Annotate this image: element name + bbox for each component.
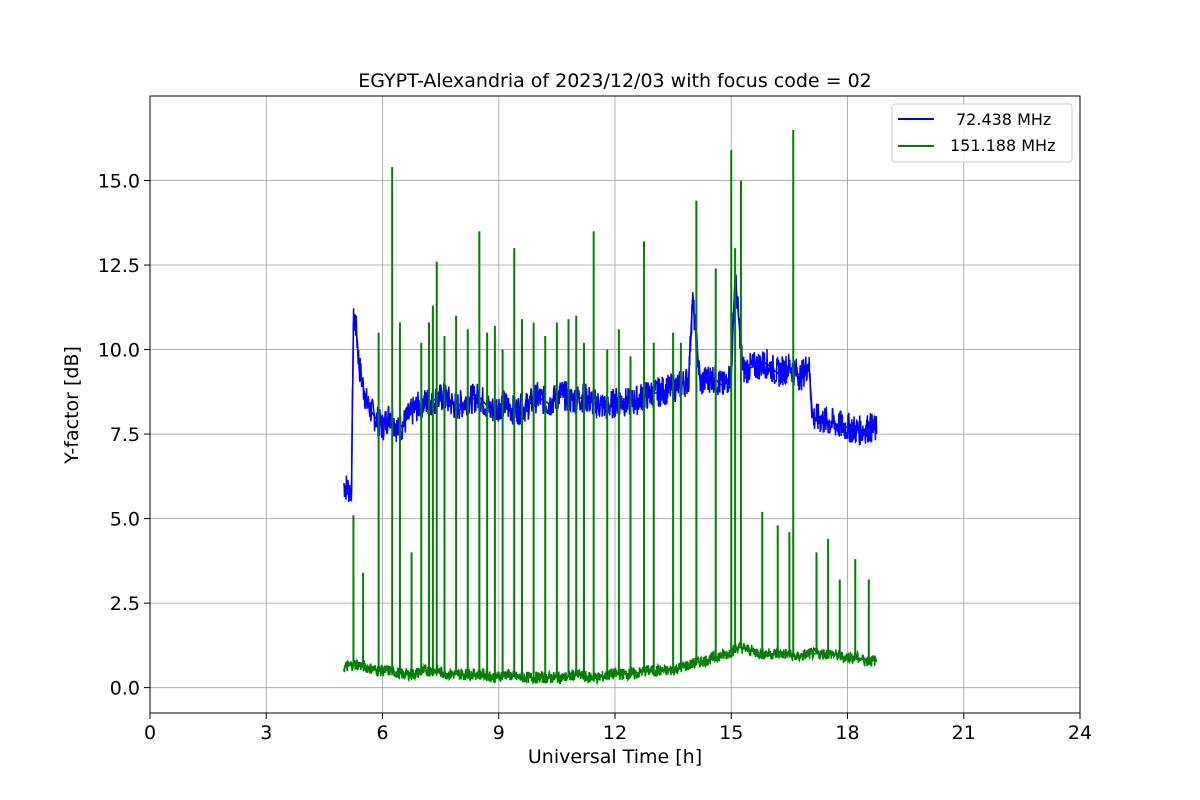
series-layer bbox=[343, 129, 878, 686]
x-tick-label: 9 bbox=[493, 722, 505, 744]
y-tick-label: 2.5 bbox=[110, 593, 140, 615]
legend-label-151-mhz: 151.188 MHz bbox=[950, 136, 1055, 155]
series-1 bbox=[343, 129, 878, 686]
x-tick-label: 21 bbox=[952, 722, 976, 744]
legend: 72.438 MHz 151.188 MHz bbox=[891, 103, 1073, 163]
y-axis: 0.0 2.5 5.0 7.5 10.0 12.5 15.0 bbox=[98, 171, 150, 700]
y-tick-label: 12.5 bbox=[98, 255, 140, 277]
chart-title: EGYPT-Alexandria of 2023/12/03 with focu… bbox=[358, 70, 872, 92]
series-line bbox=[343, 275, 877, 494]
x-tick-label: 24 bbox=[1068, 722, 1092, 744]
x-tick-label: 12 bbox=[603, 722, 627, 744]
x-tick-label: 0 bbox=[144, 722, 156, 744]
y-tick-label: 0.0 bbox=[110, 678, 140, 700]
x-tick-label: 15 bbox=[719, 722, 743, 744]
x-tick-label: 6 bbox=[376, 722, 388, 744]
y-tick-label: 10.0 bbox=[98, 340, 140, 362]
legend-box bbox=[891, 103, 1073, 163]
legend-label-72-mhz: 72.438 MHz bbox=[956, 110, 1051, 129]
y-tick-label: 15.0 bbox=[98, 171, 140, 193]
x-tick-label: 3 bbox=[260, 722, 272, 744]
x-axis-label: Universal Time [h] bbox=[528, 746, 702, 768]
y-tick-label: 7.5 bbox=[110, 424, 140, 446]
x-tick-label: 18 bbox=[835, 722, 859, 744]
y-tick-label: 5.0 bbox=[110, 509, 140, 531]
y-axis-label: Y-factor [dB] bbox=[61, 346, 83, 465]
x-axis: 0 3 6 9 12 15 18 21 24 bbox=[144, 713, 1092, 744]
